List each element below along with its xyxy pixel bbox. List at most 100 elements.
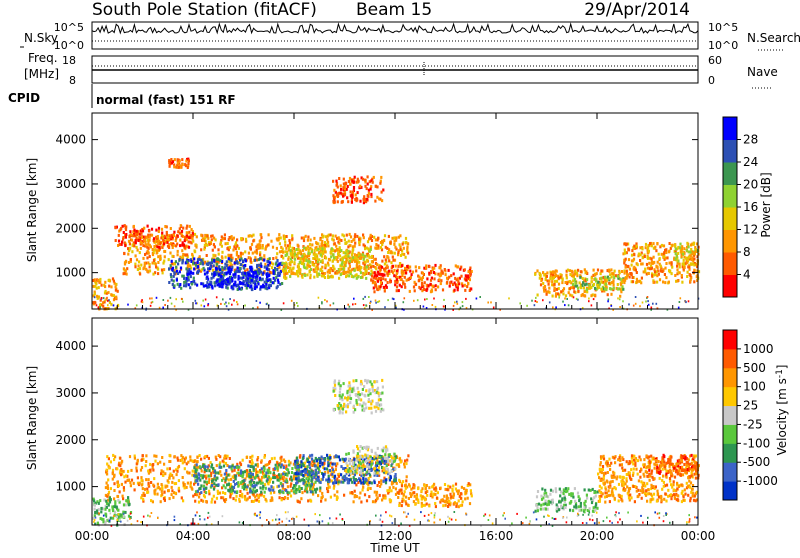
data-cell [352,275,354,278]
data-cell [152,464,154,467]
data-cell [326,243,328,246]
data-cell [123,486,125,489]
data-cell [656,242,658,245]
data-cell [179,232,181,235]
noise-cell [678,307,680,309]
data-cell [240,481,242,484]
data-cell [291,471,293,474]
data-cell [310,463,312,466]
data-cell [611,276,613,279]
data-cell [266,275,268,278]
data-cell [265,487,267,490]
data-cell [572,283,574,286]
data-cell [437,285,439,288]
data-cell [214,246,216,249]
data-cell [380,246,382,249]
data-cell [114,455,116,458]
data-cell [138,236,140,239]
data-cell [155,263,157,266]
data-cell [309,466,311,469]
noise-cell [150,305,152,307]
data-cell [321,496,323,499]
noise-cell [349,306,351,308]
data-cell [213,259,215,262]
data-cell [297,500,299,503]
data-cell [125,236,127,239]
data-cell [183,244,185,247]
data-cell [119,457,121,460]
data-cell [219,492,221,495]
data-cell [366,447,368,450]
data-cell [263,259,265,262]
data-cell [178,479,180,482]
data-cell [386,489,388,492]
ytick-label: 1000 [55,266,86,280]
data-cell [450,274,452,277]
data-cell [654,270,656,273]
data-cell [345,462,347,465]
data-cell [384,453,386,456]
data-cell [405,479,407,482]
noise-cell [639,305,641,307]
data-cell [287,266,289,269]
data-cell [595,280,597,283]
data-cell [323,462,325,465]
data-cell [418,279,420,282]
noise-cell [162,307,164,309]
noise-cell [182,301,184,303]
data-cell [269,257,271,260]
data-cell [664,273,666,276]
data-cell [225,476,227,479]
colorbar-tick-label: 28 [743,133,758,147]
data-cell [386,264,388,267]
data-cell [164,472,166,475]
data-cell [190,481,192,484]
data-cell [376,491,378,494]
data-cell [262,244,264,247]
data-cell [144,239,146,242]
data-cell [129,230,131,233]
data-cell [224,233,226,236]
nsky-tick-bottom: 10^0 [54,39,84,52]
data-cell [376,246,378,249]
data-cell [371,255,373,258]
data-cell [580,270,582,273]
data-cell [231,235,233,238]
data-cell [164,235,166,238]
data-cell [373,472,375,475]
data-cell [321,247,323,250]
data-cell [290,258,292,261]
data-cell [288,491,290,494]
data-cell [181,275,183,278]
data-cell [552,271,554,274]
noise-cell [611,305,613,307]
data-cell [369,481,371,484]
noise-cell [457,303,459,305]
data-cell [569,287,571,290]
colorbar-tick-label: 20 [743,178,758,192]
data-cell [285,247,287,250]
data-cell [225,242,227,245]
data-cell [236,253,238,256]
data-cell [326,238,328,241]
data-cell [386,255,388,258]
data-cell [190,272,192,275]
data-cell [193,474,195,477]
data-cell [214,284,216,287]
nsearch-label: N.Search [747,31,800,45]
data-cell [372,500,374,503]
data-cell [351,481,353,484]
data-cell [338,455,340,458]
data-cell [324,458,326,461]
data-cell [250,490,252,493]
noise-cell [647,300,649,302]
data-cell [242,259,244,262]
data-cell [226,272,228,275]
data-cell [589,286,591,289]
noise-cell [454,301,456,303]
data-cell [161,456,163,459]
data-cell [662,281,664,284]
data-cell [212,467,214,470]
data-cell [426,289,428,292]
data-cell [346,241,348,244]
